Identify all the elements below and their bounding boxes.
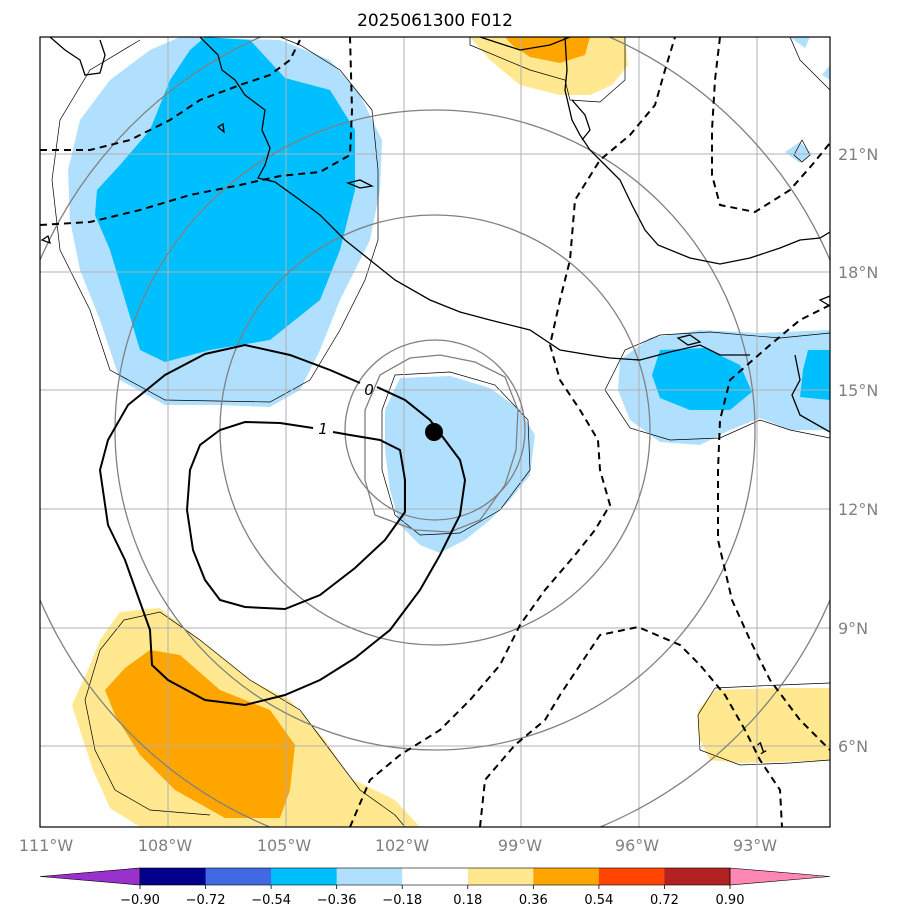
- lat-tick: 12°N: [838, 500, 878, 519]
- colorbar-cell: [467, 868, 534, 885]
- colorbar-cell: [533, 868, 600, 885]
- negative-anomaly-small-ne: [785, 37, 830, 163]
- colorbar-tick-label: 0.90: [716, 893, 745, 908]
- colorbar-tick-label: 0.36: [519, 893, 548, 908]
- lon-tick: 105°W: [257, 836, 312, 855]
- colorbar-tick-label: −0.54: [251, 893, 291, 908]
- colorbar-cell: [271, 868, 338, 885]
- map-panel: 0 1 1: [40, 37, 830, 827]
- lat-tick-labels: 21°N 18°N 15°N 12°N 9°N 6°N: [838, 145, 878, 756]
- lat-tick: 6°N: [838, 737, 868, 756]
- lat-tick: 21°N: [838, 145, 878, 164]
- lon-tick-labels: 111°W 108°W 105°W 102°W 99°W 96°W 93°W: [19, 836, 777, 855]
- colorbar-tick-label: 0.72: [650, 893, 679, 908]
- colorbar-cell: [205, 868, 272, 885]
- colorbar-tick-label: −0.36: [317, 893, 357, 908]
- colorbar-tick-label: 0.54: [584, 893, 613, 908]
- negative-anomaly-dark-e2: [800, 350, 830, 400]
- contour-0: [98, 343, 467, 707]
- contour-label-1: 1: [318, 420, 328, 438]
- colorbar-frame: [139, 867, 731, 886]
- contour-1: [185, 420, 406, 611]
- colorbar-cell: [336, 868, 403, 885]
- anomaly-outlines: [51, 37, 830, 827]
- contour-label-0: 0: [364, 381, 374, 399]
- lat-tick: 9°N: [838, 619, 868, 638]
- colorbar-tick-label: −0.18: [382, 893, 422, 908]
- lon-tick: 108°W: [138, 836, 193, 855]
- lat-tick: 18°N: [838, 263, 878, 282]
- lon-tick: 93°W: [733, 836, 777, 855]
- lon-tick: 96°W: [615, 836, 659, 855]
- colorbar-cell: [402, 868, 469, 885]
- lon-tick: 99°W: [498, 836, 542, 855]
- colorbar-tick-label: 0.18: [453, 893, 482, 908]
- negative-anomaly-dark-e: [652, 348, 752, 410]
- map-frame: [39, 36, 831, 828]
- positive-anomaly-light-n: [470, 37, 628, 95]
- shading-layer: [68, 37, 830, 827]
- positive-anomaly-dark-sw: [105, 650, 295, 818]
- colorbar-cell: [664, 868, 731, 885]
- lon-tick: 102°W: [375, 836, 430, 855]
- colorbar-cell: [140, 868, 207, 885]
- lon-tick: 111°W: [19, 836, 74, 855]
- plot-title: 2025061300 F012: [357, 11, 513, 31]
- colorbar-extend-high: [729, 867, 831, 886]
- colorbar-cell: [598, 868, 665, 885]
- colorbar-extend-low: [39, 867, 141, 886]
- colorbar: −0.90 −0.72 −0.54 −0.36 −0.18 0.18 0.36 0.54 0.7…: [39, 867, 831, 908]
- dashed-contours: [40, 37, 830, 827]
- graticule: [40, 37, 830, 827]
- colorbar-tick-label: −0.90: [120, 893, 160, 908]
- lat-tick: 15°N: [838, 381, 878, 400]
- storm-center-marker: [425, 423, 443, 441]
- negative-anomaly-dark-nw: [95, 37, 355, 362]
- positive-anomaly-dark-n: [505, 37, 590, 63]
- colorbar-tick-label: −0.72: [186, 893, 226, 908]
- solid-contours: [98, 343, 467, 707]
- coastlines: [40, 37, 830, 433]
